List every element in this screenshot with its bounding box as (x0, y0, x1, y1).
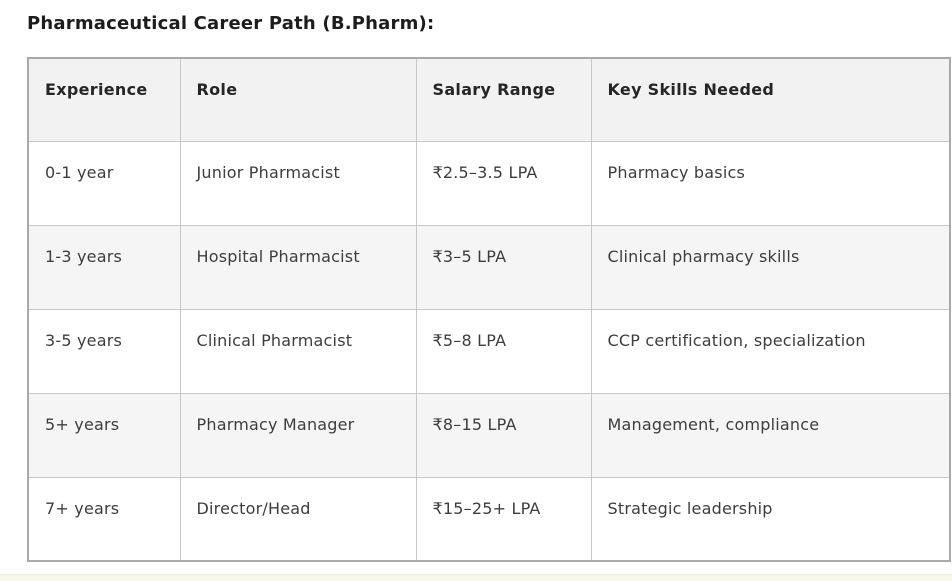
cell-experience: 1-3 years (27, 224, 181, 310)
table-header-row: Experience Role Salary Range Key Skills … (27, 57, 951, 142)
table-row: 5+ years Pharmacy Manager ₹8–15 LPA Mana… (27, 392, 951, 478)
cell-role: Clinical Pharmacist (179, 308, 417, 394)
bottom-bar (0, 574, 952, 581)
cell-salary: ₹15–25+ LPA (415, 476, 592, 562)
cell-skills: CCP certification, specialization (590, 308, 951, 394)
table-row: 1-3 years Hospital Pharmacist ₹3–5 LPA C… (27, 224, 951, 310)
cell-experience: 0-1 year (27, 140, 181, 226)
cell-skills: Clinical pharmacy skills (590, 224, 951, 310)
column-header-experience: Experience (27, 57, 181, 142)
column-header-role: Role (179, 57, 417, 142)
column-header-key-skills: Key Skills Needed (590, 57, 951, 142)
cell-role: Junior Pharmacist (179, 140, 417, 226)
cell-skills: Management, compliance (590, 392, 951, 478)
cell-salary: ₹5–8 LPA (415, 308, 592, 394)
table-row: 0-1 year Junior Pharmacist ₹2.5–3.5 LPA … (27, 140, 951, 226)
cell-role: Pharmacy Manager (179, 392, 417, 478)
table-row: 7+ years Director/Head ₹15–25+ LPA Strat… (27, 476, 951, 562)
career-path-table: Experience Role Salary Range Key Skills … (27, 57, 951, 562)
cell-experience: 5+ years (27, 392, 181, 478)
cell-experience: 7+ years (27, 476, 181, 562)
cell-role: Hospital Pharmacist (179, 224, 417, 310)
cell-experience: 3-5 years (27, 308, 181, 394)
table-row: 3-5 years Clinical Pharmacist ₹5–8 LPA C… (27, 308, 951, 394)
cell-salary: ₹2.5–3.5 LPA (415, 140, 592, 226)
column-header-salary-range: Salary Range (415, 57, 592, 142)
cell-skills: Strategic leadership (590, 476, 951, 562)
cell-skills: Pharmacy basics (590, 140, 951, 226)
cell-salary: ₹8–15 LPA (415, 392, 592, 478)
page-title: Pharmaceutical Career Path (B.Pharm): (27, 13, 435, 34)
cell-role: Director/Head (179, 476, 417, 562)
cell-salary: ₹3–5 LPA (415, 224, 592, 310)
